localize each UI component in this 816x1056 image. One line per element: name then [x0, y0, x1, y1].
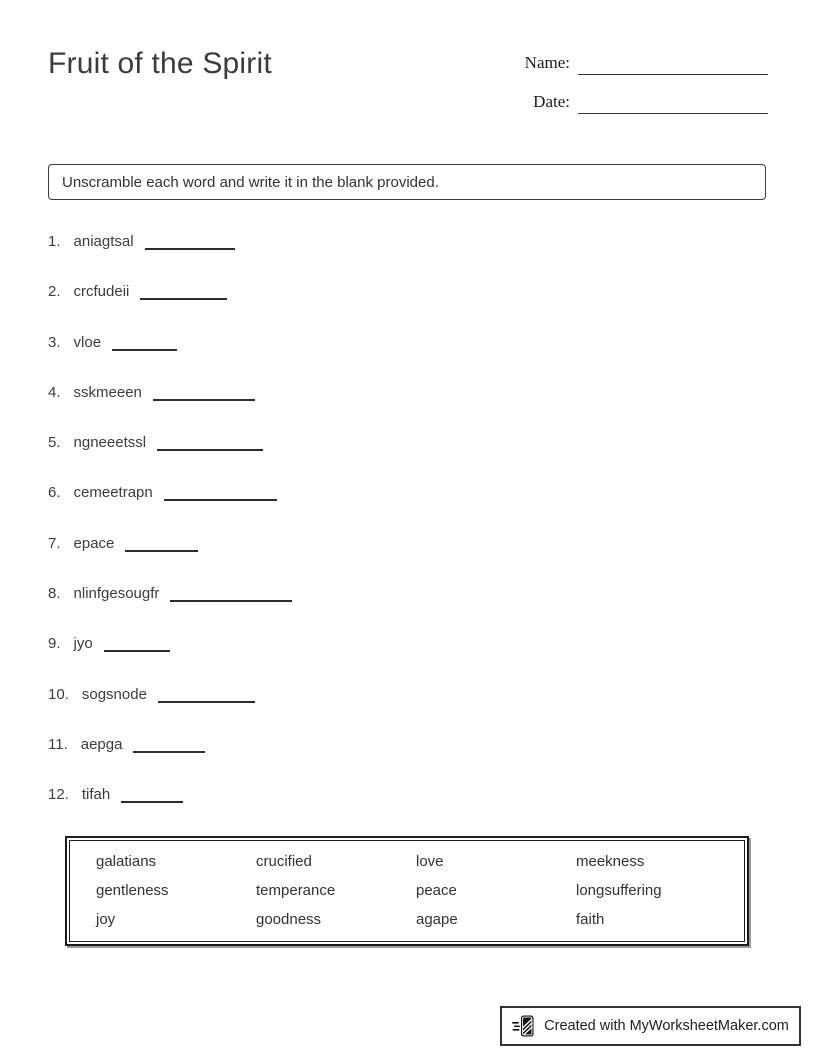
word-bank-word: agape — [416, 911, 458, 928]
word-bank-word: temperance — [256, 882, 336, 899]
list-item: 7. epace — [48, 532, 748, 582]
answer-blank-line — [103, 640, 170, 653]
instructions-text: Unscramble each word and write it in the… — [62, 173, 439, 191]
word-bank-word: faith — [576, 911, 605, 928]
list-item: 9. jyo — [48, 632, 748, 682]
list-item: 10. sogsnode — [48, 683, 748, 733]
word-bank-word: longsuffering — [576, 882, 662, 899]
scrambled-word: aepga — [80, 735, 123, 753]
credit-box: Created with MyWorksheetMaker.com — [500, 1006, 801, 1046]
scrambled-word: aniagtsal — [73, 233, 134, 250]
date-row: Date: — [518, 87, 768, 114]
word-bank-word: galatians — [96, 853, 157, 870]
answer-blank-line — [121, 791, 184, 804]
item-number: 12. — [48, 786, 69, 804]
item-number: 8. — [48, 585, 61, 603]
item-number: 10. — [48, 685, 69, 703]
list-item: 8. nlinfgesougfr — [48, 582, 748, 632]
item-number: 7. — [48, 534, 61, 552]
scrambled-word: tifah — [81, 786, 111, 804]
answer-blank-line — [157, 439, 264, 452]
answer-blank-line — [140, 288, 228, 301]
word-bank-word: crucified — [256, 853, 312, 870]
item-number: 4. — [48, 383, 61, 401]
answer-blank-line — [152, 389, 255, 401]
answer-blank-line — [112, 339, 178, 351]
scrambled-word: sskmeeen — [73, 383, 142, 401]
word-bank-word: meekness — [576, 853, 645, 870]
scrambled-word: sogsnode — [81, 685, 147, 703]
word-bank-word: peace — [416, 882, 457, 899]
list-item: 4. sskmeeen — [48, 381, 748, 431]
item-number: 1. — [48, 233, 61, 250]
list-item: 3. vloe — [48, 331, 748, 381]
name-blank-line — [578, 54, 768, 75]
answer-blank-line — [125, 540, 199, 552]
item-number: 3. — [48, 333, 61, 351]
scrambled-word: ngneeetssl — [73, 434, 147, 452]
date-blank-line — [578, 93, 768, 114]
word-bank-word: joy — [96, 911, 116, 928]
scrambled-word: crcfudeii — [73, 283, 130, 301]
answer-blank-line — [157, 691, 255, 703]
answer-blank-line — [170, 590, 293, 603]
date-label: Date: — [533, 92, 570, 111]
name-date-block: Name: Date: — [518, 48, 768, 114]
list-item: 6. cemeetrapn — [48, 481, 748, 531]
list-item: 1. aniagtsal — [48, 230, 748, 280]
word-bank-grid: galatians crucified love meekness gentle… — [69, 840, 745, 942]
scrambled-word: nlinfgesougfr — [73, 585, 160, 603]
scrambled-word: epace — [73, 534, 115, 552]
list-item: 11. aepga — [48, 733, 748, 783]
answer-blank-line — [163, 489, 277, 502]
list-item: 5. ngneeetssl — [48, 431, 748, 481]
item-number: 9. — [48, 635, 61, 653]
item-number: 5. — [48, 434, 61, 452]
word-bank-word: goodness — [256, 911, 322, 928]
scrambled-word: cemeetrapn — [73, 484, 153, 502]
scrambled-word: vloe — [73, 333, 102, 351]
page-title: Fruit of the Spirit — [48, 47, 272, 80]
scrambled-word: jyo — [73, 635, 93, 653]
name-label: Name: — [524, 53, 570, 72]
list-item: 2. crcfudeii — [48, 280, 748, 330]
word-bank-box: galatians crucified love meekness gentle… — [65, 836, 749, 946]
answer-blank-line — [133, 741, 206, 753]
word-bank-word: gentleness — [96, 882, 169, 899]
instructions-box: Unscramble each word and write it in the… — [48, 164, 766, 200]
item-number: 11. — [48, 735, 68, 753]
answer-blank-line — [144, 238, 235, 250]
word-bank-word: love — [416, 853, 444, 870]
credit-text: Created with MyWorksheetMaker.com — [544, 1018, 789, 1034]
item-number: 6. — [48, 484, 61, 502]
scramble-list: 1. aniagtsal 2. crcfudeii 3. vloe 4. ssk… — [48, 230, 748, 834]
list-item: 12. tifah — [48, 783, 748, 833]
item-number: 2. — [48, 283, 61, 301]
worksheet-maker-logo-icon — [512, 1015, 534, 1037]
name-row: Name: — [518, 48, 768, 75]
